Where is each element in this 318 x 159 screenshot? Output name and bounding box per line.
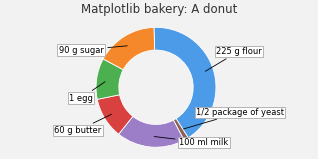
Wedge shape [96,59,123,99]
Text: 225 g flour: 225 g flour [205,47,262,71]
Wedge shape [154,27,216,138]
Text: 100 ml milk: 100 ml milk [154,137,229,147]
Text: 90 g sugar: 90 g sugar [59,46,127,55]
Text: 1/2 package of yeast: 1/2 package of yeast [183,108,284,129]
Text: 60 g butter: 60 g butter [54,114,112,135]
Wedge shape [173,119,188,140]
Title: Matplotlib bakery: A donut: Matplotlib bakery: A donut [81,3,237,16]
Wedge shape [97,95,133,134]
Wedge shape [119,116,184,147]
Text: 1 egg: 1 egg [69,82,105,103]
Wedge shape [103,27,155,70]
